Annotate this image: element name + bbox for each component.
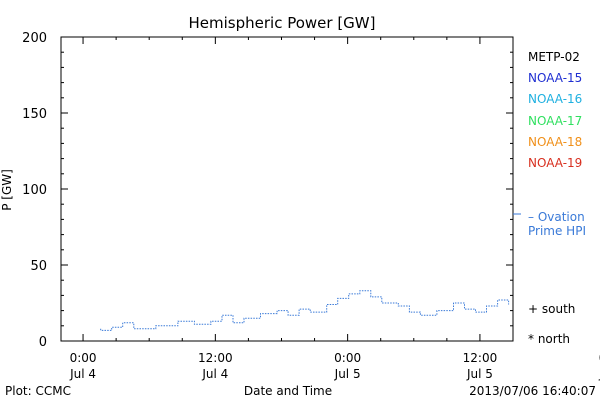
x-tick-date: Jul 5 [334,367,361,381]
x-tick-time: 0:00 [599,351,600,365]
legend-entry: NOAA-18 [528,135,582,149]
plot-layer: 0 50 100 150 200 0:00 Jul 4 12:00 Jul 4 0:00 Jul 5… [22,31,600,381]
x-tick-time: 0:00 [70,351,97,365]
legend-entry: NOAA-15 [528,71,582,85]
legend-ovation-line2: Prime HPI [528,224,586,238]
timestamp: 2013/07/06 16:40:07 [469,384,596,398]
ovation-prime-line [100,290,510,331]
x-tick-time: 12:00 [198,351,233,365]
x-tick-time: 0:00 [334,351,361,365]
legend-entry: NOAA-19 [528,156,582,170]
y-tick-label: 200 [22,31,47,46]
x-axis-label: Date and Time [244,384,332,398]
legend-ovation-line1: – Ovation [528,210,585,224]
x-tick-time: 12:00 [463,351,498,365]
plot-frame [60,36,514,342]
y-axis-label: P [GW] [0,169,14,211]
y-tick-label: 100 [22,183,47,198]
legend-entry: NOAA-17 [528,114,582,128]
legend-south-marker: + south [528,302,575,316]
x-tick-date: Jul 4 [201,367,228,381]
legend-entry: METP-02 [528,50,580,64]
legend-north-marker: * north [528,332,570,346]
x-tick-date: Jul 5 [466,367,493,381]
x-tick-date: Jul 4 [69,367,96,381]
y-tick-label: 150 [22,107,47,122]
y-tick-label: 0 [39,335,47,350]
legend-entry: NOAA-16 [528,92,582,106]
chart-title: Hemispheric Power [GW] [189,14,376,32]
x-tick-date: Jul 6 [598,367,600,381]
y-tick-label: 50 [30,259,47,274]
plot-credit: Plot: CCMC [5,384,71,398]
